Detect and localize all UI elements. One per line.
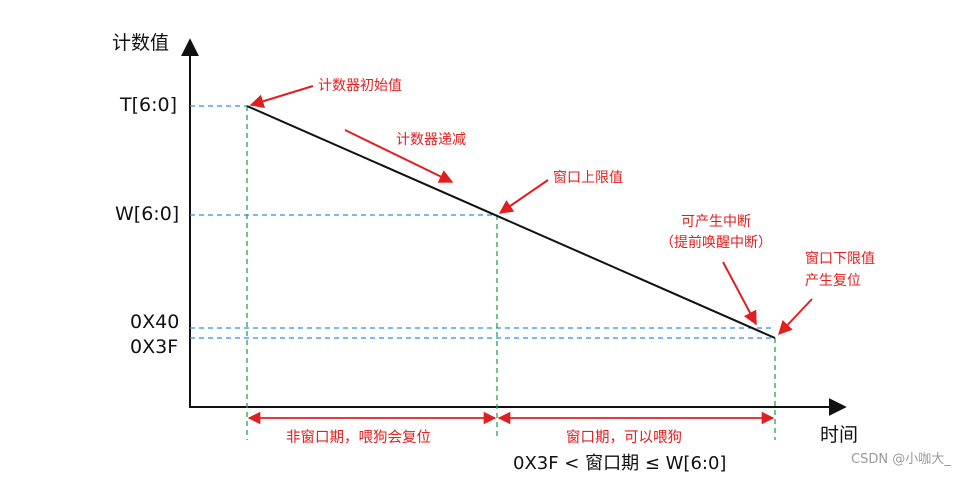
counter-line: [246, 105, 776, 339]
y-tick-t: T[6:0]: [120, 94, 178, 116]
y-tick-0x3f: 0X3F: [130, 336, 179, 358]
y-axis-title: 计数值: [112, 32, 170, 54]
initial-value-arrow: [249, 85, 314, 109]
csdn-watermark: CSDN @小咖大_: [851, 452, 951, 467]
y-tick-0x40: 0X40: [130, 311, 180, 333]
interrupt-arrow: [722, 261, 757, 326]
window-lower-label-line2: 产生复位: [805, 273, 861, 289]
x-axis-title: 时间: [820, 424, 859, 446]
window-upper-label: 窗口上限值: [553, 170, 623, 186]
window-period-formula: 0X3F < 窗口期 ≤ W[6:0]: [513, 453, 727, 474]
initial-value-label: 计数器初始值: [318, 78, 402, 94]
non-window-period-label: 非窗口期，喂狗会复位: [286, 430, 431, 446]
interrupt-label-line1: 可产生中断: [681, 214, 751, 230]
y-tick-w: W[6:0]: [115, 203, 180, 225]
window-upper-arrow: [498, 179, 549, 214]
decrement-arrow: [344, 129, 454, 183]
window-lower-label-line1: 窗口下限值: [805, 251, 875, 267]
window-period-label: 窗口期，可以喂狗: [566, 430, 682, 446]
window-lower-arrow: [778, 298, 813, 336]
interrupt-label-line2: （提前唤醒中断）: [660, 235, 772, 251]
decrement-label: 计数器递减: [396, 132, 466, 148]
